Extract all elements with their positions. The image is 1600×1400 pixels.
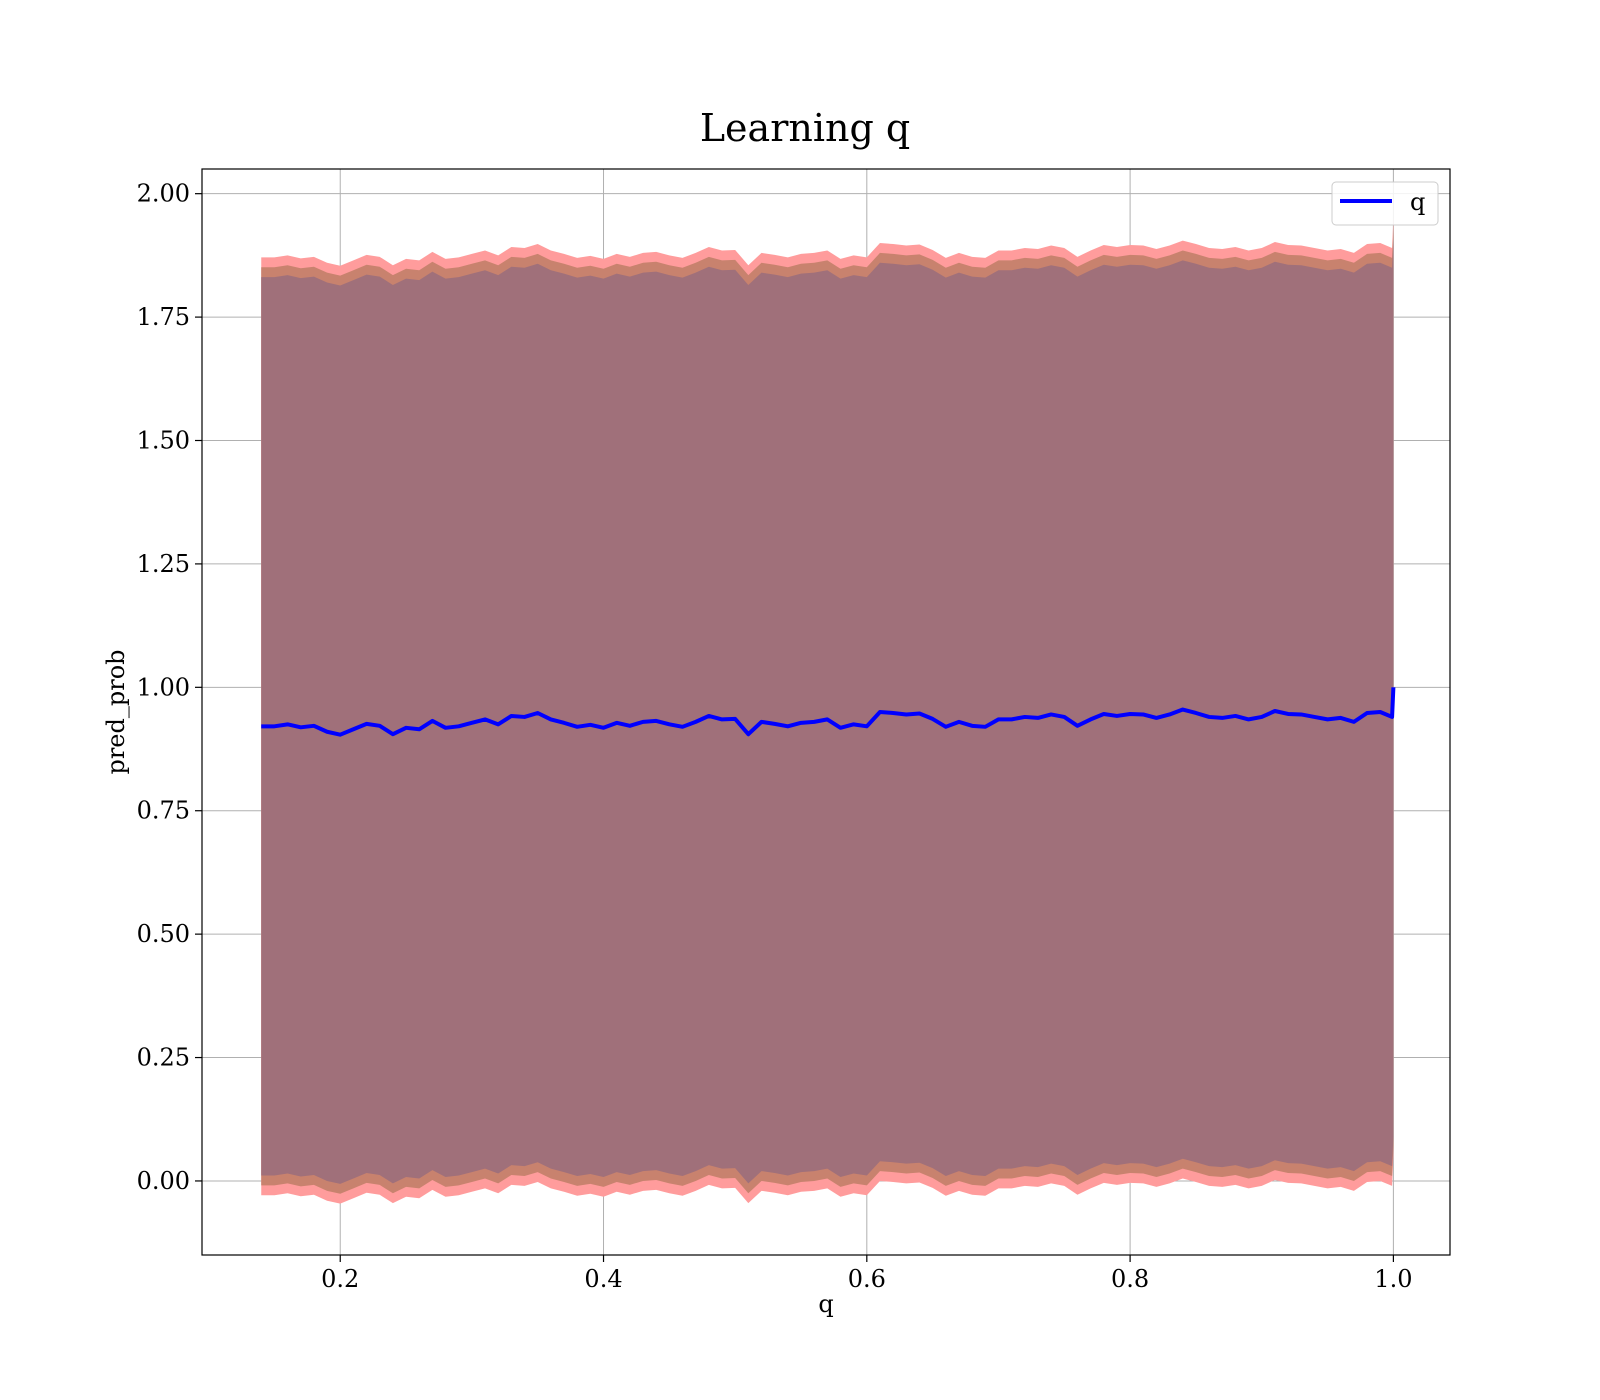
chart-title: Learning q bbox=[700, 106, 910, 150]
y-axis-label: pred_prob bbox=[102, 649, 130, 774]
x-tick-label: 1.0 bbox=[1374, 1265, 1412, 1293]
x-tick-label: 0.2 bbox=[321, 1265, 359, 1293]
x-tick-label: 0.4 bbox=[584, 1265, 622, 1293]
x-axis-label: q bbox=[818, 1290, 833, 1318]
y-tick-label: 0.50 bbox=[137, 920, 190, 948]
series-line-q bbox=[261, 687, 1396, 737]
band-inner bbox=[261, 238, 1394, 1184]
x-tick-label: 0.6 bbox=[848, 1265, 886, 1293]
y-tick-label: 1.75 bbox=[137, 303, 190, 331]
series-lines bbox=[261, 687, 1396, 737]
x-tick-label: 0.8 bbox=[1111, 1265, 1149, 1293]
y-tick-label: 0.00 bbox=[137, 1167, 190, 1195]
legend-label: q bbox=[1410, 188, 1425, 216]
axis-ticks: 0.2 0.4 0.6 0.8 1.0 0.00 0.25 0.50 0.75 1.00 1.25 1… bbox=[137, 180, 1413, 1293]
y-tick-label: 0.75 bbox=[137, 797, 190, 825]
legend: q bbox=[1331, 181, 1439, 226]
y-tick-label: 0.25 bbox=[137, 1044, 190, 1072]
plot-frame bbox=[201, 168, 1451, 1256]
y-tick-label: 2.00 bbox=[137, 180, 190, 208]
legend-box bbox=[1331, 181, 1439, 226]
y-tick-label: 1.25 bbox=[137, 550, 190, 578]
confidence-bands bbox=[261, 218, 1394, 1204]
y-tick-label: 1.00 bbox=[137, 673, 190, 701]
y-tick-label: 1.50 bbox=[137, 427, 190, 455]
